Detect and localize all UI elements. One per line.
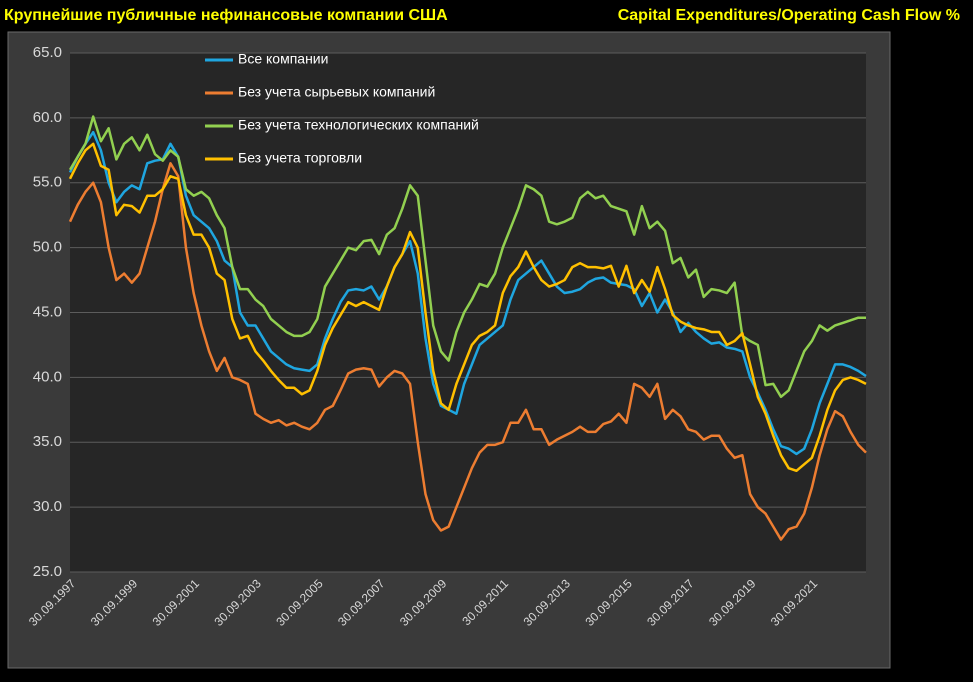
legend-label: Без учета технологических компаний (238, 117, 479, 133)
legend-label: Без учета торговли (238, 150, 362, 166)
y-tick-label: 40.0 (33, 368, 62, 385)
y-tick-label: 45.0 (33, 303, 62, 320)
chart-subtitle: Capital Expenditures/Operating Cash Flow… (618, 7, 960, 24)
legend-label: Без учета сырьевых компаний (238, 84, 435, 100)
series-line (68, 130, 867, 456)
series-line (68, 115, 866, 399)
legend-label: Все компании (238, 51, 328, 67)
y-tick-label: 60.0 (33, 109, 62, 126)
series-line (68, 142, 867, 473)
y-tick-label: 50.0 (33, 239, 62, 256)
y-tick-label: 35.0 (33, 433, 62, 450)
series-line (68, 162, 867, 541)
y-tick-label: 25.0 (33, 563, 62, 580)
y-tick-label: 30.0 (33, 498, 62, 515)
y-tick-label: 55.0 (33, 174, 62, 191)
y-tick-label: 65.0 (33, 44, 62, 61)
chart-title: Крупнейшие публичные нефинансовые компан… (4, 7, 448, 24)
